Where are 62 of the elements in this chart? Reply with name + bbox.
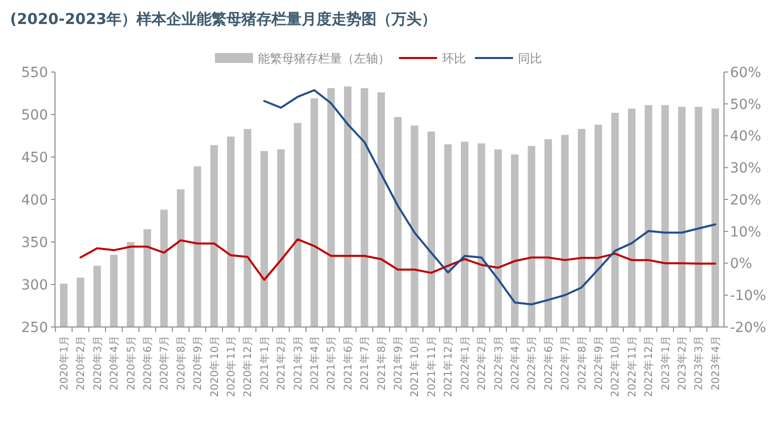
- line-series: [263, 89, 716, 306]
- x-tick-label: 2022年8月: [576, 335, 588, 390]
- x-tick-label: 2022年5月: [526, 335, 538, 390]
- line-series: [79, 238, 716, 281]
- x-tick-label: 2022年1月: [459, 335, 472, 390]
- x-tick-label: 2022年11月: [626, 335, 638, 398]
- x-tick-label: 2021年2月: [276, 335, 288, 390]
- y2-tick-label: 60%: [730, 64, 762, 81]
- x-tick-label: 2022年3月: [492, 335, 505, 390]
- y-tick-label: 300: [21, 277, 48, 294]
- y-tick-label: 450: [21, 150, 48, 166]
- x-tick-label: 2022年2月: [476, 335, 488, 390]
- x-tick-label: 2020年5月: [125, 335, 138, 390]
- x-tick-label: 2022年10月: [610, 335, 622, 398]
- x-tick-label: 2020年9月: [192, 335, 204, 390]
- x-tick-label: 2020年2月: [75, 335, 88, 390]
- x-tick-label: 2022年12月: [643, 335, 656, 398]
- x-tick-label: 2021年12月: [442, 335, 455, 398]
- x-tick-label: 2021年3月: [292, 335, 304, 390]
- x-tick-label: 2021年8月: [376, 335, 388, 390]
- x-tick-label: 2022年9月: [592, 335, 605, 390]
- x-tick-label: 2022年6月: [542, 335, 555, 390]
- x-tick-label: 2022年7月: [560, 335, 572, 390]
- x-tick-label: 2020年6月: [142, 335, 154, 390]
- y2-tick-label: 50%: [730, 96, 762, 113]
- legend-label: 同比: [518, 52, 542, 66]
- x-tick-label: 2023年3月: [693, 335, 706, 390]
- x-tick-label: 2023年2月: [676, 335, 688, 390]
- y2-tick-label: 40%: [730, 128, 762, 145]
- x-tick-label: 2021年4月: [309, 335, 322, 390]
- y-tick-label: 500: [21, 107, 48, 124]
- x-tick-label: 2021年9月: [392, 335, 405, 390]
- x-tick-label: 2021年6月: [342, 335, 354, 390]
- x-tick-label: 2020年12月: [242, 335, 254, 398]
- legend-label: 环比: [442, 52, 466, 66]
- x-tick-label: 2021年7月: [359, 335, 372, 390]
- y-tick-label: 250: [21, 320, 48, 336]
- y2-tick-label: -10%: [730, 288, 766, 304]
- x-tick-label: 2020年3月: [92, 335, 104, 390]
- x-tick-label: 2020年7月: [158, 335, 171, 390]
- x-tick-label: 2021年1月: [258, 335, 271, 390]
- y2-tick-label: 0%: [730, 256, 752, 272]
- x-tick-label: 2021年11月: [426, 335, 438, 398]
- y-tick-label: 350: [21, 234, 48, 251]
- x-tick-label: 2020年10月: [208, 335, 221, 398]
- x-tick-label: 2023年1月: [660, 335, 672, 390]
- y2-tick-label: 30%: [730, 160, 762, 177]
- y2-tick-label: 10%: [730, 224, 762, 240]
- x-tick-label: 2021年10月: [409, 335, 422, 398]
- y-tick-label: 400: [21, 192, 48, 208]
- legend-label: 能繁母猪存栏量（左轴）: [258, 52, 390, 66]
- y2-tick-label: 20%: [730, 192, 762, 208]
- y-tick-label: 550: [21, 64, 48, 81]
- x-tick-label: 2021年5月: [326, 335, 338, 390]
- y2-tick-label: -20%: [730, 320, 766, 336]
- x-tick-label: 2020年11月: [225, 335, 238, 398]
- x-tick-label: 2022年4月: [509, 335, 522, 390]
- x-tick-label: 2020年8月: [175, 335, 188, 390]
- x-tick-label: 2020年1月: [58, 335, 70, 390]
- x-tick-label: 2020年4月: [108, 335, 121, 390]
- x-tick-label: 2023年4月: [710, 335, 722, 390]
- chart-title: (2020-2023年）样本企业能繁母猪存栏量月度走势图（万头）: [10, 10, 437, 28]
